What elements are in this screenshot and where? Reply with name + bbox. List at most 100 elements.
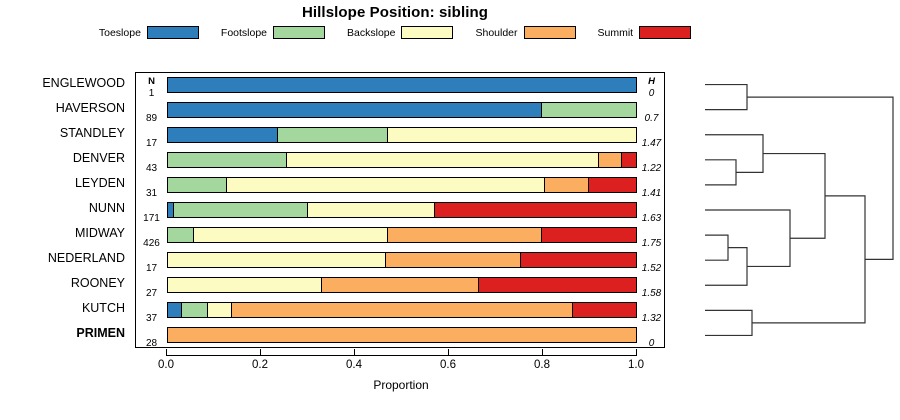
legend-label: Toeslope bbox=[98, 26, 141, 39]
bar-segment-summit bbox=[434, 203, 636, 217]
bar-segment-summit bbox=[589, 177, 636, 192]
legend-item-backslope[interactable]: Backslope bbox=[347, 26, 454, 39]
stacked-bar-haverson[interactable] bbox=[167, 101, 637, 118]
stacked-bar-midway[interactable] bbox=[167, 227, 637, 244]
n-value-standley: 17 bbox=[145, 137, 158, 149]
x-tick-label: 0.0 bbox=[158, 359, 174, 371]
x-tick-label: 0.2 bbox=[252, 359, 268, 371]
n-value-nederland: 17 bbox=[145, 263, 158, 275]
bar-segment-shoulder bbox=[322, 278, 480, 293]
bar-segment-shoulder bbox=[387, 228, 543, 243]
bar-segment-shoulder bbox=[385, 253, 522, 268]
stacked-bar-primen[interactable] bbox=[167, 327, 637, 344]
bar-segment-summit bbox=[479, 278, 636, 293]
plot-panel: N 1 89 17 43 31 171 426 17 27 37 28 H 0 0.7 1.47 1.22… bbox=[135, 72, 666, 350]
bar-segment-summit bbox=[521, 253, 636, 268]
bar-segment-backslope bbox=[168, 278, 323, 293]
legend-label: Shoulder bbox=[475, 26, 518, 39]
h-value-rooney: 1.58 bbox=[641, 288, 662, 300]
bar-segment-backslope bbox=[387, 127, 636, 142]
n-value-englewood: 1 bbox=[148, 87, 155, 99]
stacked-bar-englewood[interactable] bbox=[167, 76, 637, 93]
stacked-bar-nederland[interactable] bbox=[167, 252, 637, 269]
x-tick bbox=[636, 349, 638, 356]
h-column: H 0 0.7 1.47 1.22 1.41 1.63 1.75 1.52 1.58 1.32 0 bbox=[637, 73, 666, 349]
legend-item-summit[interactable]: Summit bbox=[598, 26, 692, 39]
n-value-nunn: 171 bbox=[143, 213, 160, 224]
n-column-header: N bbox=[148, 76, 155, 87]
legend-item-shoulder[interactable]: Shoulder bbox=[475, 26, 576, 39]
legend-item-toeslope[interactable]: Toeslope bbox=[99, 26, 199, 39]
h-value-nederland: 1.52 bbox=[641, 263, 662, 275]
legend: Toeslope Footslope Backslope Shoulder Summit bbox=[0, 26, 790, 39]
dendrogram-node-englewood-haverson bbox=[705, 83, 748, 111]
h-value-englewood: 0 bbox=[648, 87, 655, 99]
y-axis-label-kutch: KUTCH bbox=[81, 301, 125, 316]
n-value-rooney: 27 bbox=[145, 288, 158, 300]
bar-segment-shoulder bbox=[598, 152, 622, 167]
y-axis-label-midway: MIDWAY bbox=[75, 226, 125, 241]
bar-segment-backslope bbox=[308, 203, 435, 217]
x-axis-title: Proportion bbox=[373, 378, 429, 392]
stacked-bar-standley[interactable] bbox=[167, 126, 637, 143]
bar-segment-backslope bbox=[168, 253, 386, 268]
bar-segment-footslope bbox=[277, 127, 388, 142]
bar-segment-summit bbox=[573, 303, 636, 318]
legend-swatch-backslope bbox=[401, 26, 454, 39]
n-value-primen: 28 bbox=[145, 338, 158, 350]
dendrogram bbox=[700, 64, 900, 356]
y-axis-label-standley: STANDLEY bbox=[59, 125, 125, 140]
bar-segment-summit bbox=[621, 152, 636, 167]
bar-segment-backslope bbox=[287, 152, 599, 167]
h-value-haverson: 0.7 bbox=[644, 112, 659, 124]
dendrogram-node-standley-group bbox=[705, 134, 764, 173]
y-axis-labels: ENGLEWOOD HAVERSON STANDLEY DENVER LEYDEN NUN… bbox=[0, 72, 130, 348]
bar-segment-footslope bbox=[168, 152, 288, 167]
stacked-bar-denver[interactable] bbox=[167, 151, 637, 168]
legend-label: Backslope bbox=[347, 26, 396, 39]
n-value-haverson: 89 bbox=[145, 112, 158, 124]
dendrogram-node-mid bbox=[763, 152, 826, 239]
bar-segment-toeslope bbox=[168, 77, 636, 92]
bar-segment-footslope bbox=[168, 228, 194, 243]
y-axis-label-primen: PRIMEN bbox=[76, 326, 125, 341]
x-tick bbox=[166, 349, 168, 356]
n-value-kutch: 37 bbox=[145, 313, 158, 325]
stacked-bar-leyden[interactable] bbox=[167, 176, 637, 193]
dendrogram-svg bbox=[705, 83, 894, 337]
dendrogram-node-midway-group bbox=[705, 247, 748, 286]
stacked-bar-kutch[interactable] bbox=[167, 302, 637, 319]
legend-item-footslope[interactable]: Footslope bbox=[220, 26, 326, 39]
stacked-bars-area bbox=[167, 73, 637, 347]
bar-segment-toeslope bbox=[168, 303, 183, 318]
x-axis: Proportion 0.0 0.2 0.4 0.6 0.8 1.0 bbox=[135, 348, 665, 392]
stacked-bar-rooney[interactable] bbox=[167, 277, 637, 294]
legend-swatch-shoulder bbox=[523, 26, 576, 39]
x-tick-label: 0.6 bbox=[440, 359, 456, 371]
n-value-denver: 43 bbox=[145, 162, 158, 174]
x-tick bbox=[448, 349, 450, 356]
n-value-leyden: 31 bbox=[145, 187, 158, 199]
y-axis-label-nederland: NEDERLAND bbox=[47, 251, 125, 266]
h-value-midway: 1.75 bbox=[641, 238, 662, 250]
legend-swatch-footslope bbox=[273, 26, 326, 39]
legend-label: Footslope bbox=[220, 26, 268, 39]
x-tick-label: 1.0 bbox=[628, 359, 644, 371]
legend-swatch-summit bbox=[639, 26, 692, 39]
h-value-standley: 1.47 bbox=[641, 137, 662, 149]
bar-segment-backslope bbox=[208, 303, 232, 318]
y-axis-label-leyden: LEYDEN bbox=[74, 175, 125, 190]
x-axis-line bbox=[166, 355, 636, 357]
bar-segment-shoulder bbox=[231, 303, 574, 318]
n-column: N 1 89 17 43 31 171 426 17 27 37 28 bbox=[136, 73, 167, 350]
stacked-bar-nunn[interactable] bbox=[167, 202, 637, 218]
bar-segment-shoulder bbox=[544, 177, 590, 192]
bar-segment-backslope bbox=[193, 228, 388, 243]
x-tick-label: 0.8 bbox=[534, 359, 550, 371]
bar-segment-toeslope bbox=[168, 127, 278, 142]
h-value-kutch: 1.32 bbox=[641, 313, 662, 325]
y-axis-label-denver: DENVER bbox=[72, 150, 125, 165]
legend-swatch-toeslope bbox=[146, 26, 199, 39]
page-title: Hillslope Position: sibling bbox=[301, 4, 489, 21]
